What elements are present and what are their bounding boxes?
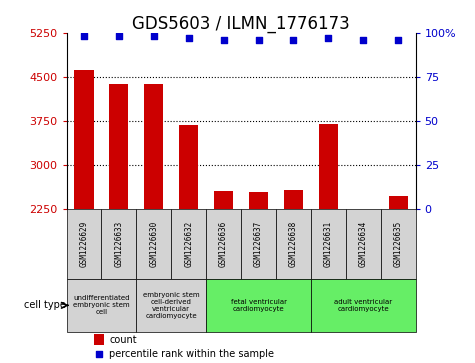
Text: GSM1226636: GSM1226636 — [219, 221, 228, 267]
Point — [185, 35, 192, 41]
Point — [80, 33, 88, 39]
Text: cell type: cell type — [24, 300, 66, 310]
Point — [150, 33, 158, 39]
Point — [255, 37, 262, 42]
Title: GDS5603 / ILMN_1776173: GDS5603 / ILMN_1776173 — [132, 15, 350, 33]
Bar — [389, 196, 408, 209]
Text: GSM1226630: GSM1226630 — [149, 221, 158, 267]
Bar — [66, 209, 102, 279]
Bar — [136, 209, 171, 279]
Bar — [95, 334, 104, 345]
Bar — [311, 209, 346, 279]
Point — [394, 37, 402, 42]
Bar — [171, 209, 206, 279]
Bar — [136, 279, 206, 332]
Text: GSM1226637: GSM1226637 — [254, 221, 263, 267]
Bar — [346, 209, 381, 279]
Point — [220, 37, 228, 42]
Bar — [276, 209, 311, 279]
Bar — [75, 70, 94, 209]
Text: GSM1226635: GSM1226635 — [394, 221, 403, 267]
Point — [115, 33, 123, 39]
Bar — [179, 125, 198, 209]
Bar — [381, 209, 416, 279]
Text: GSM1226631: GSM1226631 — [324, 221, 333, 267]
Bar — [214, 191, 233, 209]
Bar — [284, 190, 303, 209]
Text: count: count — [109, 335, 137, 345]
Point — [360, 37, 367, 42]
Text: GSM1226632: GSM1226632 — [184, 221, 193, 267]
Bar — [144, 84, 163, 209]
Text: percentile rank within the sample: percentile rank within the sample — [109, 350, 274, 359]
Bar — [102, 209, 136, 279]
Bar — [206, 279, 311, 332]
Bar — [241, 209, 276, 279]
Bar — [354, 209, 373, 210]
Text: undifferentiated
embryonic stem
cell: undifferentiated embryonic stem cell — [73, 295, 130, 315]
Text: adult ventricular
cardiomyocyte: adult ventricular cardiomyocyte — [334, 299, 392, 312]
Bar — [109, 84, 128, 209]
Bar — [311, 279, 416, 332]
Bar — [206, 209, 241, 279]
Text: GSM1226634: GSM1226634 — [359, 221, 368, 267]
Text: GSM1226638: GSM1226638 — [289, 221, 298, 267]
Text: embryonic stem
cell-derived
ventricular
cardiomyocyte: embryonic stem cell-derived ventricular … — [143, 292, 200, 319]
Text: GSM1226633: GSM1226633 — [114, 221, 124, 267]
Bar — [319, 123, 338, 209]
Bar — [249, 192, 268, 209]
Point — [95, 351, 103, 357]
Bar — [66, 279, 136, 332]
Text: GSM1226629: GSM1226629 — [79, 221, 88, 267]
Text: fetal ventricular
cardiomyocyte: fetal ventricular cardiomyocyte — [230, 299, 286, 312]
Point — [324, 35, 332, 41]
Point — [290, 37, 297, 42]
